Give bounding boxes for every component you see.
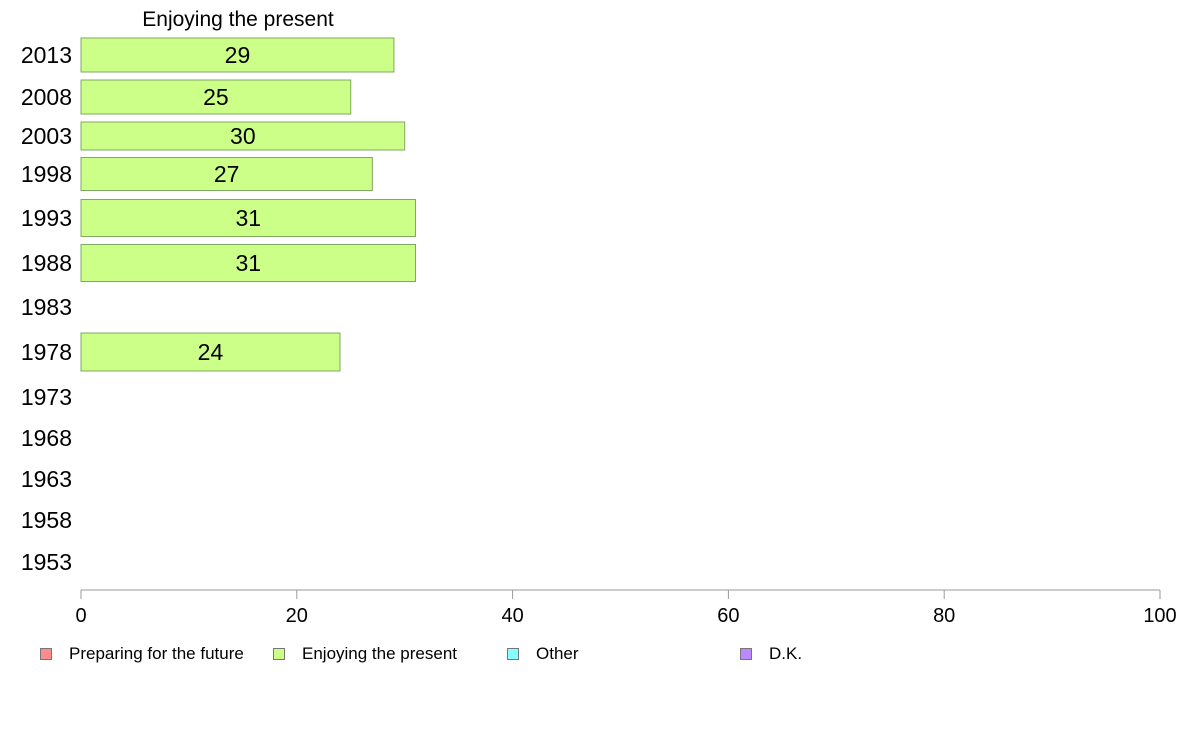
data-label-1978: 24 [198, 339, 224, 365]
year-label-1968: 1968 [21, 425, 72, 451]
bar-2013 [80, 37, 395, 73]
bar-2003 [80, 121, 406, 151]
legend-swatch [273, 648, 285, 660]
bar-1988 [80, 244, 416, 282]
legend-label: D.K. [769, 644, 803, 663]
x-tick-label-20: 20 [286, 605, 308, 627]
data-label-2003: 30 [230, 123, 256, 149]
x-tick-label-60: 60 [717, 605, 739, 627]
bar-2008 [80, 79, 352, 115]
legend: Preparing for the future Enjoying the pr… [40, 644, 1160, 664]
x-tick-label-0: 0 [75, 605, 86, 627]
bar-1978 [80, 332, 341, 372]
legend-swatch [740, 648, 752, 660]
year-label-1953: 1953 [21, 549, 72, 575]
x-tick-label-100: 100 [1143, 605, 1176, 627]
legend-item-enjoying-the-present: Enjoying the present [273, 644, 457, 664]
year-label-1998: 1998 [21, 161, 72, 187]
data-label-1993: 31 [235, 205, 261, 231]
legend-swatch [507, 648, 519, 660]
chart-title: Enjoying the present [142, 8, 334, 31]
year-label-1973: 1973 [21, 384, 72, 410]
legend-label: Enjoying the present [302, 644, 457, 663]
x-tick-label-40: 40 [501, 605, 523, 627]
legend-item-dk: D.K. [740, 644, 802, 664]
data-label-1988: 31 [235, 250, 261, 276]
legend-item-preparing-for-the-future: Preparing for the future [40, 644, 244, 664]
data-label-1998: 27 [214, 161, 240, 187]
x-axis: 0 20 40 60 80 100 [75, 589, 1177, 627]
year-label-1993: 1993 [21, 205, 72, 231]
year-label-1983: 1983 [21, 294, 72, 320]
data-label-2013: 29 [225, 42, 251, 68]
legend-swatch [40, 648, 52, 660]
year-labels-group: 2013 2008 2003 1998 1993 1988 1983 1978 1973 1968… [21, 42, 72, 575]
legend-label: Preparing for the future [69, 644, 244, 663]
bar-1998 [80, 157, 373, 191]
year-label-1978: 1978 [21, 339, 72, 365]
bar-1993 [80, 199, 416, 237]
data-label-2008: 25 [203, 84, 229, 110]
year-label-1988: 1988 [21, 250, 72, 276]
year-label-2003: 2003 [21, 123, 72, 149]
year-label-2008: 2008 [21, 84, 72, 110]
year-label-1963: 1963 [21, 466, 72, 492]
x-tick-label-80: 80 [933, 605, 955, 627]
year-label-2013: 2013 [21, 42, 72, 68]
legend-item-other: Other [507, 644, 579, 664]
year-label-1958: 1958 [21, 507, 72, 533]
legend-label: Other [536, 644, 579, 663]
